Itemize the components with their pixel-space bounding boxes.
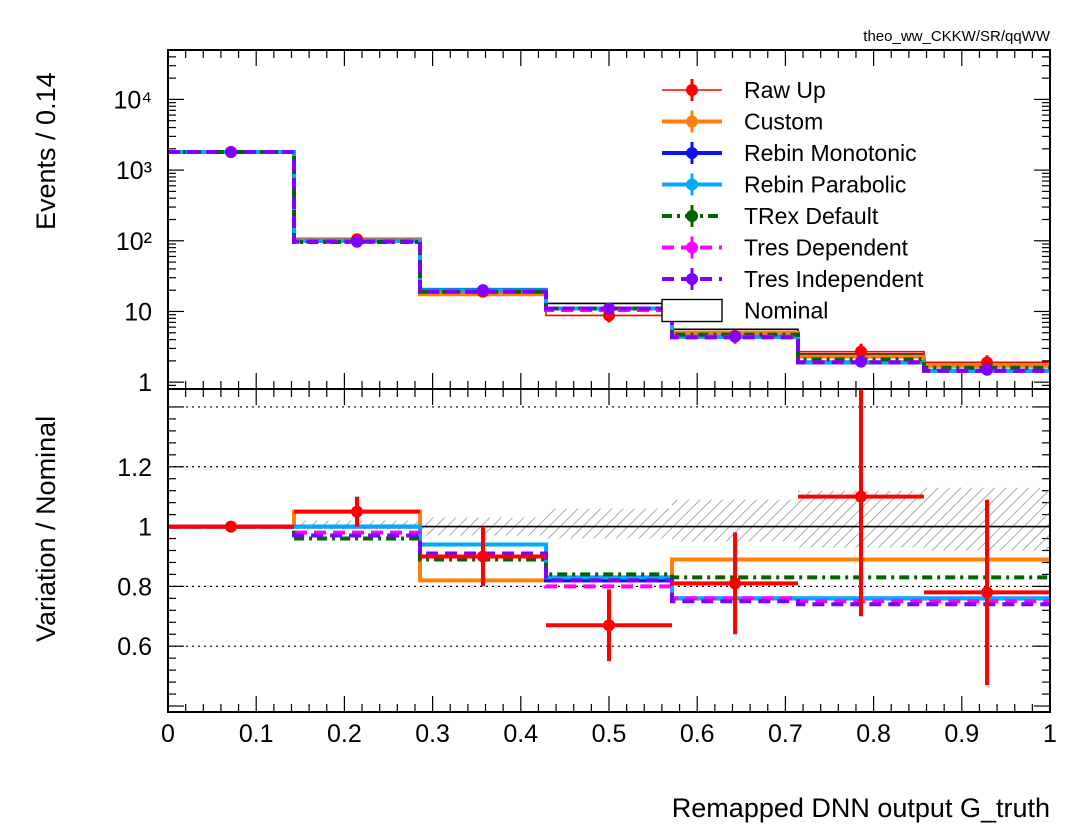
data-point [854,355,867,368]
top-plot-area [168,150,1050,373]
data-point [729,330,742,343]
legend-marker [686,241,698,254]
y-tick-label: 10³ [116,157,152,185]
bottom-y-axis-title: Variation / Nominal [31,416,61,642]
legend: Raw Up Custom Rebin Monotonic Rebin Parabol… [661,77,924,324]
bottom-frame [167,388,1051,713]
data-point [603,619,615,632]
data-point [854,345,867,358]
series-line [168,150,1050,373]
bottom-plot-area [168,389,1050,686]
x-tick-label: 0.9 [944,720,979,748]
legend-label: Tres Independent [744,266,924,292]
x-tick-label: 0.7 [768,720,803,748]
x-tick-label: 0.6 [680,720,715,748]
series-line [168,150,1050,368]
legend-label: Rebin Monotonic [744,140,917,166]
top-frame [167,49,1051,390]
top-y-tick-labels: 1 10 10² 10³ 10⁴ [113,86,152,397]
bottom-panel: 0.6 0.8 1 1.2 0 0.1 0.2 0.3 0.4 0.5 0.6 0.7 0.8 0.9 1… [31,388,1057,823]
x-tick-label: 0.1 [239,720,274,748]
data-point [603,302,615,315]
series-line [168,150,1050,373]
ratio-line [168,524,1050,607]
bottom-y-tick-labels: 0.6 0.8 1 1.2 [117,454,152,661]
data-point [351,505,364,518]
uncertainty-band [546,508,672,539]
legend-label: Tres Dependent [744,235,909,261]
data-point [351,235,364,248]
top-ticks [167,49,1051,712]
x-tick-label: 0 [161,720,175,748]
y-tick-label: 10 [124,298,152,326]
legend-marker [686,178,698,191]
y-tick-label: 1.2 [117,454,152,482]
x-tick-label: 0.2 [327,720,362,748]
y-tick-label: 10² [116,228,152,256]
legend-label: Rebin Parabolic [744,172,906,198]
y-tick-label: 0.6 [117,633,152,661]
legend-marker [686,210,698,222]
data-point [981,586,994,599]
y-tick-label: 10⁴ [113,86,152,114]
nominal-line [168,151,1050,364]
top-y-axis-title: Events / 0.14 [31,72,61,230]
legend-marker [686,273,698,285]
x-tick-label: 1 [1043,720,1057,748]
data-point [476,284,489,297]
y-tick-label: 1 [138,369,152,397]
series-line [168,150,1050,373]
data-point [981,363,994,376]
legend-label: Nominal [744,298,828,324]
series-line [168,151,1050,364]
x-tick-label: 0.4 [503,720,538,748]
y-tick-label: 1 [138,514,152,542]
x-tick-labels: 0 0.1 0.2 0.3 0.4 0.5 0.6 0.7 0.8 0.9 1 [161,720,1057,748]
y-tick-label: 0.8 [117,573,152,601]
data-point [854,490,867,503]
legend-marker [686,84,698,96]
x-tick-label: 0.3 [415,720,450,748]
legend-label: Raw Up [744,77,826,103]
data-point [224,520,237,533]
data-point [729,577,742,590]
legend-marker [686,147,698,159]
legend-label: Custom [744,109,823,135]
series-line [168,150,1050,370]
data-point [476,550,489,563]
chart-tag: theo_ww_CKKW/SR/qqWW [863,28,1051,45]
legend-nominal-box [661,298,723,323]
top-markers [224,146,994,376]
legend-marker [686,115,698,128]
x-axis-title: Remapped DNN output G_truth [672,793,1050,823]
x-tick-label: 0.8 [856,720,891,748]
data-point [224,146,237,159]
series-line [168,150,1050,373]
x-tick-label: 0.5 [592,720,627,748]
legend-label: TRex Default [744,203,879,229]
